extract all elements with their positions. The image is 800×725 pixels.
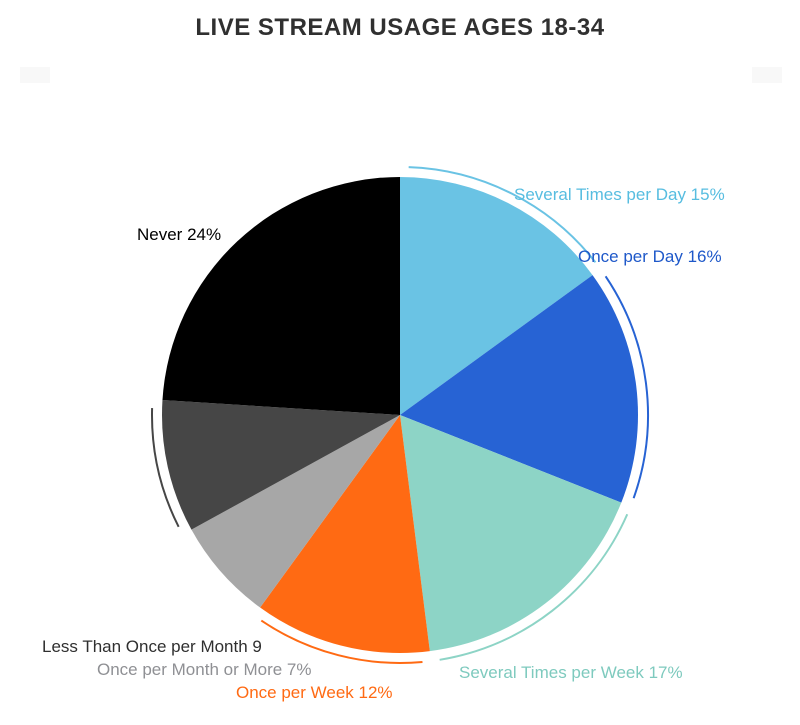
slice-label-once_per_month: Once per Month or More 7% — [97, 660, 311, 680]
decor-box — [752, 67, 782, 83]
slice-label-several_per_week: Several Times per Week 17% — [459, 663, 683, 683]
slice-label-less_than_month: Less Than Once per Month 9 — [42, 637, 262, 657]
slice-label-once_per_week: Once per Week 12% — [236, 683, 393, 703]
pie-chart — [0, 0, 800, 725]
slice-label-several_per_day: Several Times per Day 15% — [514, 185, 725, 205]
decor-box — [20, 67, 50, 83]
slice-label-never: Never 24% — [137, 225, 221, 245]
slice-label-once_per_day: Once per Day 16% — [578, 247, 722, 267]
pie-slice-never — [162, 177, 400, 415]
